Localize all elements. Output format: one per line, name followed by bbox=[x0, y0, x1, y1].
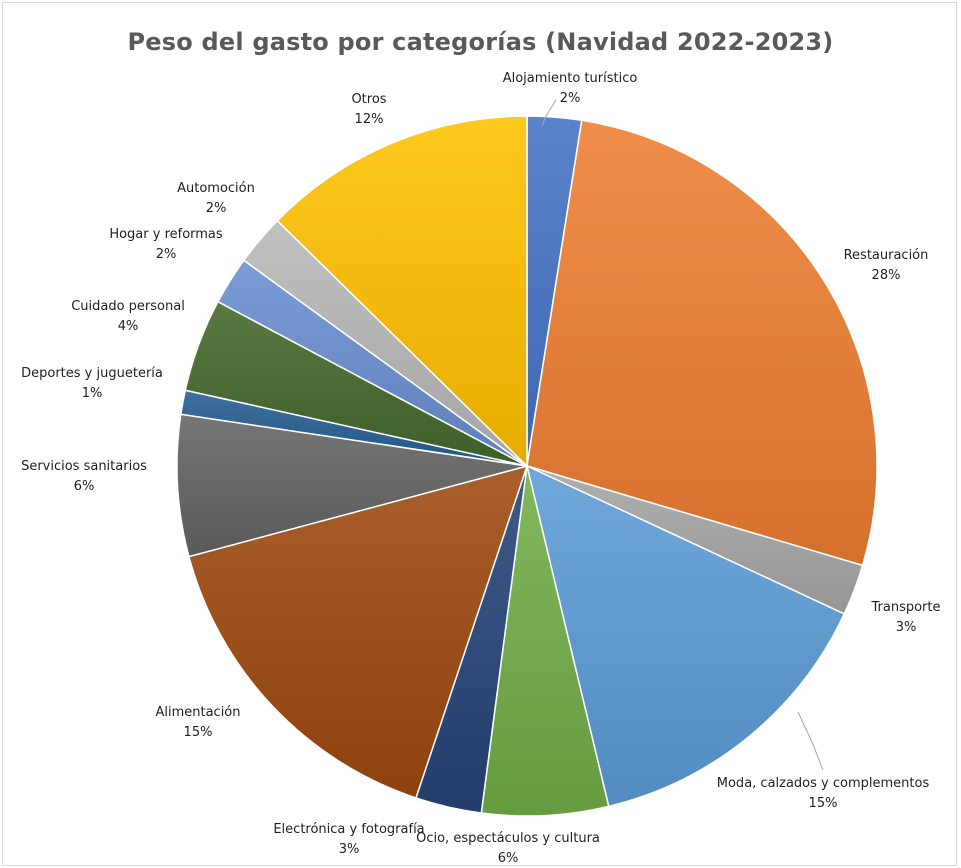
data-label-percent: 6% bbox=[74, 479, 95, 494]
data-label-servicios-sanitarios: Servicios sanitarios 6% bbox=[21, 459, 147, 494]
data-label-percent: 3% bbox=[339, 842, 360, 857]
data-label-percent: 15% bbox=[809, 796, 838, 811]
pie-slice-alimentacion bbox=[188, 464, 529, 799]
data-label-cuidado-personal: Cuidado personal 4% bbox=[71, 299, 185, 334]
data-label-percent: 12% bbox=[355, 112, 384, 127]
data-label-category: Transporte bbox=[871, 600, 941, 615]
data-label-category: Hogar y reformas bbox=[109, 227, 223, 242]
data-label-percent: 2% bbox=[560, 91, 581, 106]
data-label-percent: 3% bbox=[896, 620, 917, 635]
data-label-ocio-espectaculos-y-cultura: Ocio, espectáculos y cultura 6% bbox=[416, 831, 600, 866]
data-label-otros: Otros 12% bbox=[351, 92, 386, 127]
data-label-category: Automoción bbox=[177, 181, 255, 196]
data-label-category: Electrónica y fotografía bbox=[273, 822, 424, 837]
data-label-category: Deportes y juguetería bbox=[21, 366, 163, 381]
data-label-alojamiento-turistico: Alojamiento turístico 2% bbox=[503, 71, 638, 106]
data-label-category: Servicios sanitarios bbox=[21, 459, 147, 474]
data-label-automocion: Automoción 2% bbox=[177, 181, 255, 216]
data-label-percent: 4% bbox=[118, 319, 139, 334]
data-label-category: Moda, calzados y complementos bbox=[717, 776, 930, 791]
data-label-electronica-y-fotografia: Electrónica y fotografía 3% bbox=[273, 822, 424, 857]
data-label-percent: 1% bbox=[82, 386, 103, 401]
data-label-category: Cuidado personal bbox=[71, 299, 185, 314]
data-label-percent: 6% bbox=[498, 851, 519, 866]
pie-slice-moda-calzados-y-complementos bbox=[525, 464, 846, 808]
leader-line-alojamiento-turistico bbox=[541, 99, 557, 127]
data-label-percent: 28% bbox=[872, 268, 901, 283]
pie-slice-servicios-sanitarios bbox=[176, 413, 528, 558]
data-label-category: Alojamiento turístico bbox=[503, 71, 638, 86]
data-label-transporte: Transporte 3% bbox=[871, 600, 941, 635]
leader-line-moda-calzados-y-complementos bbox=[797, 711, 824, 771]
data-label-percent: 15% bbox=[184, 725, 213, 740]
data-label-category: Alimentación bbox=[155, 705, 240, 720]
data-label-category: Ocio, espectáculos y cultura bbox=[416, 831, 600, 846]
pie-slice-restauracion bbox=[526, 119, 878, 567]
data-label-restauracion: Restauración 28% bbox=[844, 248, 929, 283]
data-label-category: Otros bbox=[351, 92, 386, 107]
data-label-deportes-y-jugueteria: Deportes y juguetería 1% bbox=[21, 366, 163, 401]
data-label-hogar-y-reformas: Hogar y reformas 2% bbox=[109, 227, 223, 262]
data-label-percent: 2% bbox=[156, 247, 177, 262]
chart-title: Peso del gasto por categorías (Navidad 2… bbox=[127, 28, 834, 56]
data-label-percent: 2% bbox=[206, 201, 227, 216]
data-label-moda-calzados-y-complementos: Moda, calzados y complementos 15% bbox=[717, 776, 930, 811]
data-label-category: Restauración bbox=[844, 248, 929, 263]
pie-slice-otros bbox=[276, 115, 528, 468]
data-label-alimentacion: Alimentación 15% bbox=[155, 705, 240, 740]
pie-slice-ocio-espectaculos-y-cultura bbox=[480, 465, 610, 817]
